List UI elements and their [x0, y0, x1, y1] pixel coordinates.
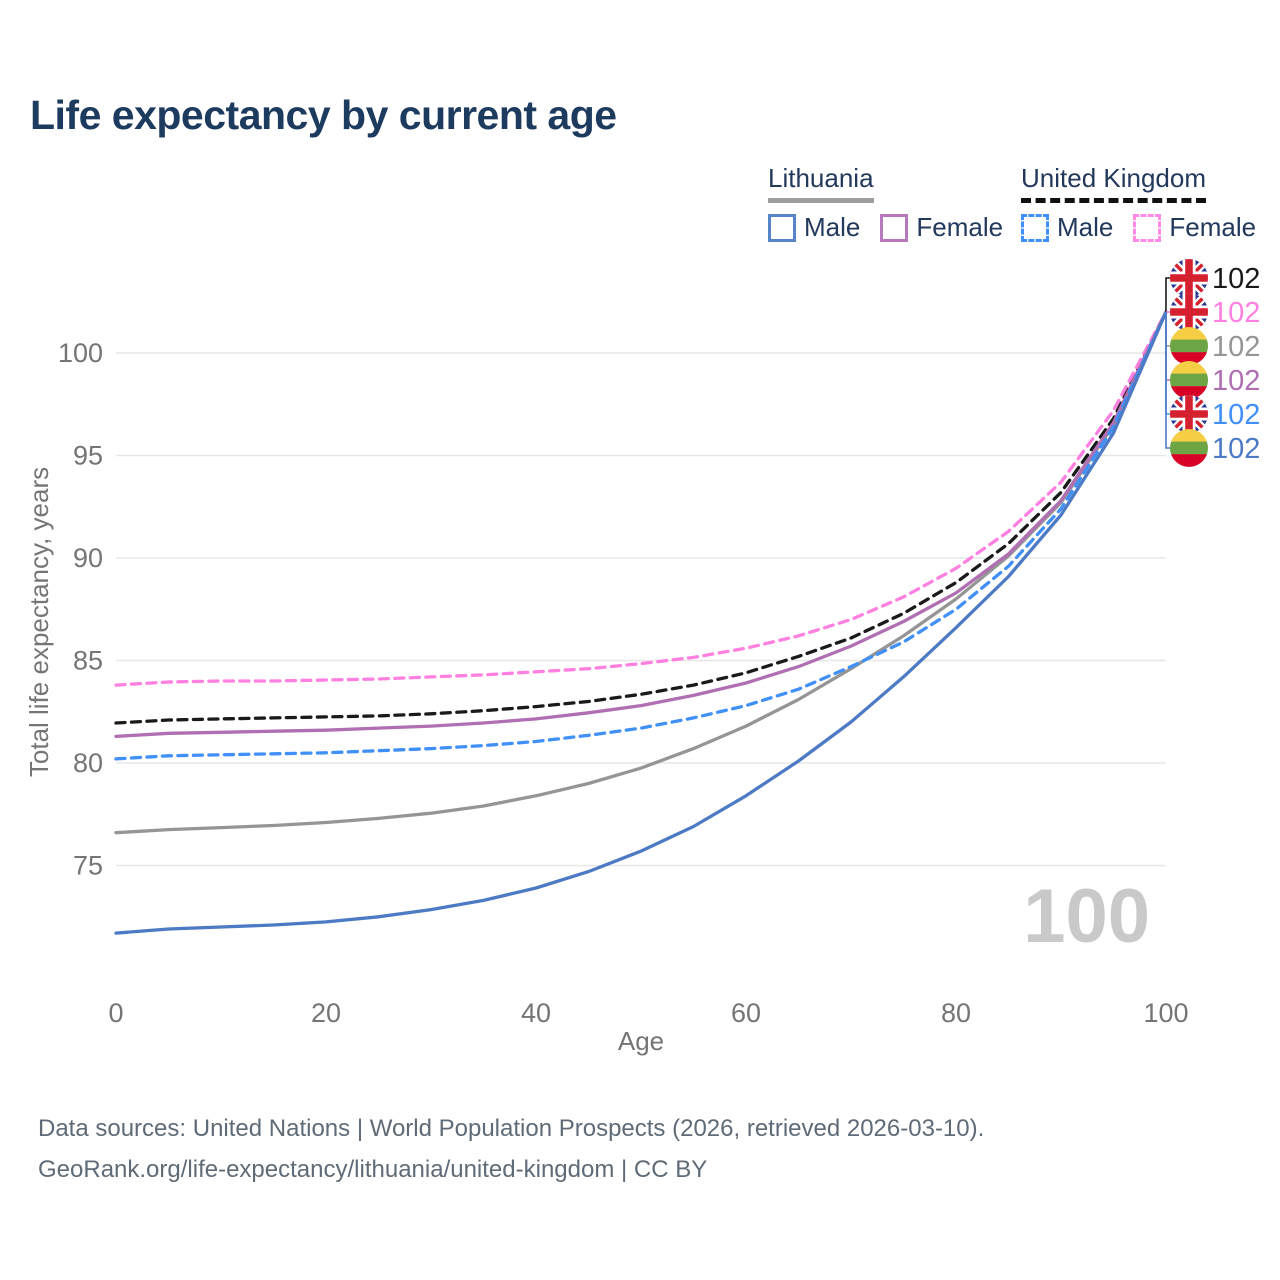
legend-label-lithuania-male[interactable]: Male [804, 212, 861, 242]
page-title: Life expectancy by current age [30, 92, 617, 138]
y-tick-100: 100 [58, 338, 103, 368]
x-tick-20: 20 [311, 998, 341, 1028]
connector-lt-male [1165, 312, 1170, 449]
y-tick-85: 85 [73, 646, 103, 676]
legend-group-united-kingdom: United Kingdom Male Female [1021, 163, 1268, 243]
lithuania-flag-icon [1170, 327, 1208, 365]
y-tick-80: 80 [73, 748, 103, 778]
end-value-uk-both: 102 [1212, 263, 1260, 295]
footer: Data sources: United Nations | World Pop… [38, 1108, 984, 1190]
x-axis-tick-labels: 0 20 40 60 80 100 [108, 998, 1188, 1028]
age-watermark: 100 [1023, 874, 1150, 959]
uk-flag-icon [1169, 258, 1209, 298]
y-tick-75: 75 [73, 851, 103, 881]
series-line-lt-both [114, 310, 1168, 835]
legend-label-uk-female[interactable]: Female [1169, 212, 1257, 242]
x-tick-40: 40 [521, 998, 551, 1028]
footer-attribution: GeoRank.org/life-expectancy/lithuania/un… [38, 1156, 708, 1183]
x-tick-0: 0 [108, 998, 123, 1028]
end-label-connectors [1165, 277, 1170, 449]
x-tick-80: 80 [941, 998, 971, 1028]
legend-country-united-kingdom[interactable]: United Kingdom [1021, 163, 1206, 203]
series-line-lt-male [114, 310, 1168, 935]
legend-swatch-uk-female-icon[interactable] [1133, 213, 1162, 242]
y-axis-title: Total life expectancy, years [24, 467, 54, 777]
series-line-lt-female [114, 310, 1168, 739]
end-value-uk-female: 102 [1212, 297, 1260, 329]
connector-uk-both [1165, 277, 1170, 312]
lithuania-flag-icon [1170, 361, 1208, 399]
series-line-uk-both [114, 310, 1168, 725]
x-tick-60: 60 [731, 998, 761, 1028]
legend-label-lithuania-female[interactable]: Female [916, 212, 1004, 242]
end-value-lt-male: 102 [1212, 433, 1260, 465]
end-value-lt-female: 102 [1212, 365, 1260, 397]
x-tick-100: 100 [1143, 998, 1188, 1028]
y-axis-tick-labels: 75 80 85 90 95 100 [58, 338, 103, 881]
y-tick-95: 95 [73, 441, 103, 471]
series-lines [114, 310, 1168, 935]
legend-group-lithuania: Lithuania Male Female [768, 163, 1015, 243]
series-line-uk-male [114, 310, 1168, 761]
footer-sources: Data sources: United Nations | World Pop… [38, 1115, 985, 1142]
y-tick-90: 90 [73, 543, 103, 573]
legend-swatch-lithuania-male-icon[interactable] [768, 213, 796, 242]
series-line-uk-female [114, 310, 1168, 687]
uk-flag-icon [1169, 394, 1209, 434]
legend-label-uk-male[interactable]: Male [1057, 212, 1114, 242]
legend-swatch-uk-male-icon[interactable] [1021, 213, 1049, 242]
legend-country-lithuania[interactable]: Lithuania [768, 163, 874, 203]
gridlines [116, 352, 1166, 867]
end-value-lt-both: 102 [1212, 331, 1260, 363]
legend-swatch-lithuania-female-icon[interactable] [880, 213, 909, 242]
end-value-uk-male: 102 [1212, 399, 1260, 431]
x-axis-title: Age [618, 1026, 664, 1056]
uk-flag-icon [1169, 292, 1209, 332]
lithuania-flag-icon [1170, 429, 1208, 467]
